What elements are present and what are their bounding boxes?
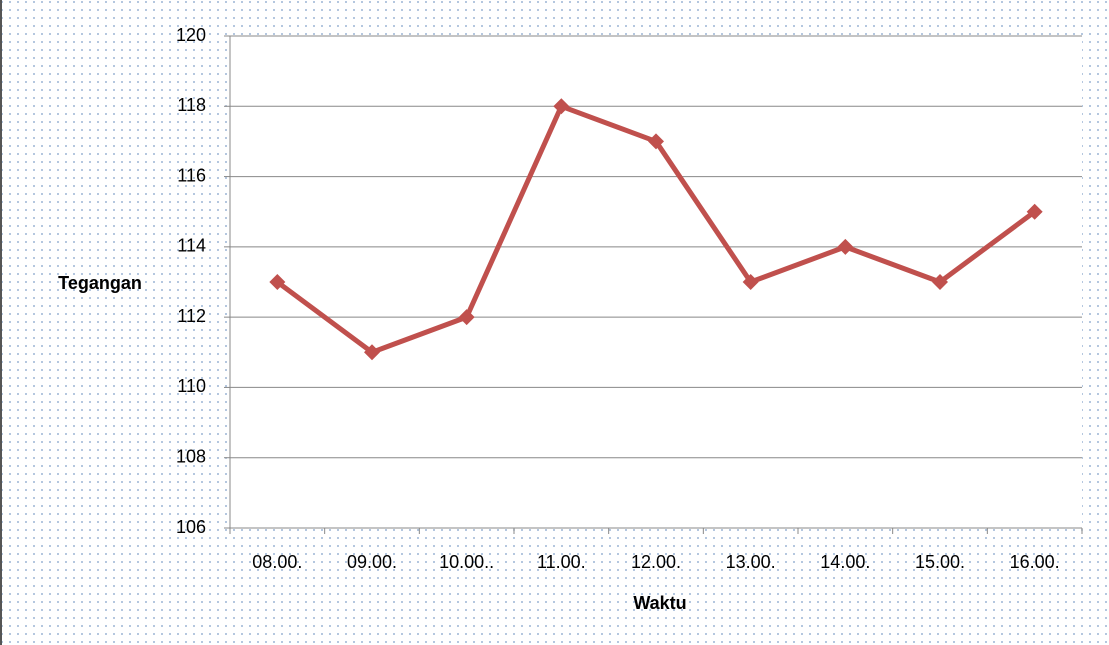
marker xyxy=(1026,203,1043,220)
y-tick-label: 120 xyxy=(176,25,206,45)
x-tick-label: 15.00. xyxy=(915,552,965,572)
marker xyxy=(458,309,475,326)
y-tick-label: 110 xyxy=(177,376,206,396)
marker xyxy=(648,133,664,150)
y-tick-label: 116 xyxy=(177,165,206,185)
marker xyxy=(837,238,854,255)
x-tick-label: 12.00. xyxy=(631,552,681,572)
y-tick-label: 114 xyxy=(177,236,206,256)
marker xyxy=(553,98,570,115)
y-tick-label: 112 xyxy=(177,306,206,326)
y-tick-label: 108 xyxy=(176,446,206,466)
x-tick-label: 14.00. xyxy=(820,552,870,572)
marker xyxy=(364,344,380,361)
x-axis-label: Waktu xyxy=(633,593,686,613)
x-tick-label: 09.00. xyxy=(347,552,397,572)
y-axis-label: Tegangan xyxy=(58,273,142,293)
x-tick-label: 13.00. xyxy=(726,552,776,572)
marker xyxy=(932,274,948,290)
x-tick-label: 11.00. xyxy=(537,552,586,572)
marker xyxy=(269,274,286,290)
x-tick-label: 10.00.. xyxy=(439,552,494,572)
y-tick-label: 118 xyxy=(177,95,206,115)
x-tick-label: 16.00. xyxy=(1010,552,1060,572)
plot-area xyxy=(230,36,1082,528)
marker xyxy=(742,274,759,290)
y-tick-label: 106 xyxy=(176,517,206,537)
x-tick-label: 08.00. xyxy=(252,552,302,572)
